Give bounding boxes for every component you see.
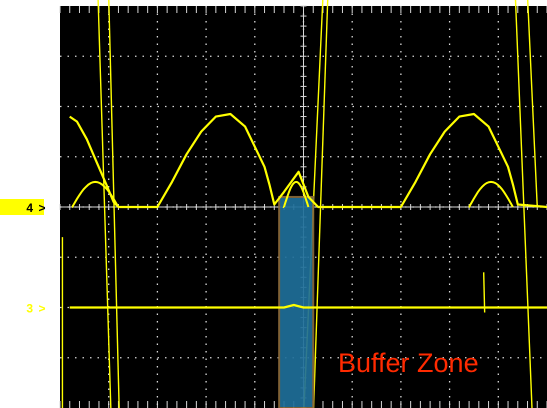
trace-channel-4-secondary-hump — [468, 180, 514, 208]
channel-markers: 4 >3 > — [0, 199, 46, 316]
trace-transient-line — [108, 0, 120, 408]
channel-4-marker-label: 4 — [26, 201, 33, 215]
buffer-zone-annotation: Buffer Zone — [338, 348, 479, 378]
trace-channel-4-secondary-hump — [282, 180, 310, 208]
buffer-zone-highlight — [278, 195, 315, 408]
trace-channel-3 — [69, 303, 547, 309]
channel-4-marker-tag — [0, 199, 44, 215]
trace-channel-4-secondary-hump — [71, 180, 120, 208]
trace-transient-line — [514, 0, 533, 408]
buffer-zone-rect — [278, 195, 315, 408]
trace-channel-4 — [69, 112, 547, 209]
channel-3-marker-label: 3 — [26, 302, 33, 316]
trace-transient-line — [527, 0, 538, 208]
trace-transient-line — [482, 272, 486, 313]
channel-3-marker-arrow-icon: > — [38, 302, 45, 316]
traces — [69, 112, 547, 309]
trace-transient-line — [97, 0, 112, 408]
channel-4-marker-arrow-icon: > — [38, 201, 45, 215]
